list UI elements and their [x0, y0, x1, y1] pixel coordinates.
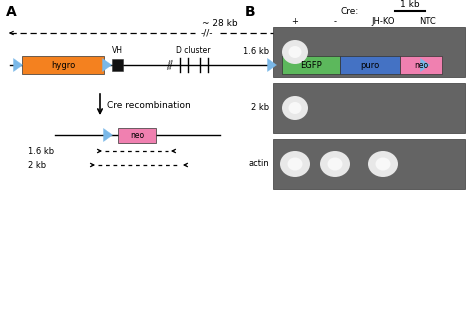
Text: hygro: hygro	[51, 60, 75, 69]
Text: or: or	[432, 31, 440, 40]
Bar	[112, 59, 123, 71]
Bar	[340, 56, 400, 74]
Text: 1 kb: 1 kb	[400, 0, 420, 9]
Polygon shape	[267, 59, 276, 71]
Bar	[273, 27, 465, 77]
Bar	[282, 56, 340, 74]
Ellipse shape	[320, 151, 350, 177]
Text: A: A	[6, 5, 17, 19]
Polygon shape	[102, 59, 111, 71]
Text: -//-: -//-	[201, 28, 213, 38]
Text: JH KO: JH KO	[336, 34, 360, 43]
Ellipse shape	[288, 157, 302, 171]
Text: 1.6 kb: 1.6 kb	[28, 146, 54, 156]
Ellipse shape	[282, 40, 308, 64]
Polygon shape	[420, 59, 429, 71]
Bar	[273, 83, 465, 133]
Text: puro: puro	[360, 60, 380, 69]
Text: 2 kb: 2 kb	[251, 104, 269, 112]
Text: Cre recombination: Cre recombination	[107, 100, 191, 110]
Text: ~ 28 kb: ~ 28 kb	[202, 19, 238, 28]
Polygon shape	[13, 59, 22, 71]
Bar	[118, 127, 156, 142]
Text: neo: neo	[130, 131, 144, 140]
Text: +: +	[292, 17, 299, 26]
Text: 2 kb: 2 kb	[28, 161, 46, 170]
Text: Cre:: Cre:	[341, 7, 359, 16]
Text: JH-KO: JH-KO	[371, 17, 395, 26]
Bar	[22, 56, 104, 74]
Text: actin: actin	[248, 160, 269, 168]
Bar	[273, 139, 465, 189]
Ellipse shape	[289, 46, 301, 58]
Text: EGFP: EGFP	[300, 60, 322, 69]
Ellipse shape	[368, 151, 398, 177]
Text: //: //	[166, 59, 174, 70]
Bar	[400, 56, 442, 74]
Ellipse shape	[375, 157, 391, 171]
Ellipse shape	[289, 102, 301, 114]
Text: B: B	[245, 5, 255, 19]
Text: NTC: NTC	[419, 17, 437, 26]
Text: -: -	[334, 17, 337, 26]
Text: VH: VH	[111, 46, 122, 55]
Text: neo: neo	[414, 60, 428, 69]
Ellipse shape	[282, 96, 308, 120]
Ellipse shape	[280, 151, 310, 177]
Text: 1.6 kb: 1.6 kb	[243, 48, 269, 57]
Ellipse shape	[328, 157, 343, 171]
Polygon shape	[103, 129, 112, 141]
Text: D cluster: D cluster	[176, 46, 210, 55]
